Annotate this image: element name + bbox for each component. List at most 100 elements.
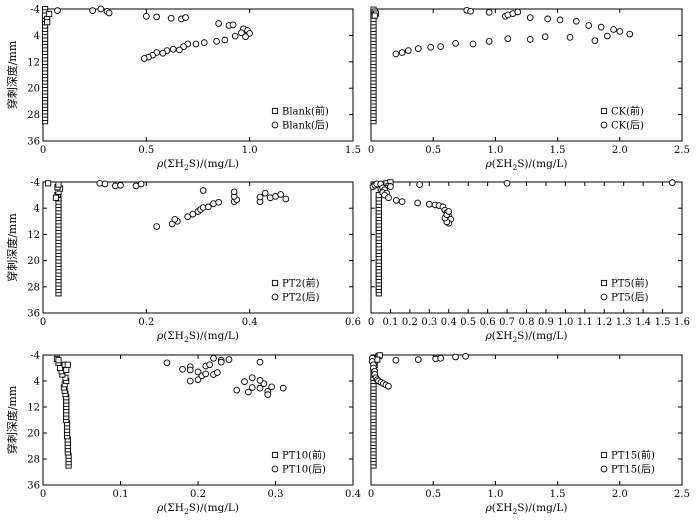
- x-tick-label: 0: [40, 317, 46, 328]
- data-point-circle: [427, 43, 435, 51]
- panel-blank: 0 0.5 1.0 1.5 -4 4 12 20 28 36 穿刺深度/mm ρ(ΣH2S)/(mg/…: [5, 5, 361, 173]
- x-tick-label: 1.0: [487, 145, 503, 156]
- data-point-circle: [277, 191, 285, 198]
- data-point-circle: [437, 43, 445, 50]
- data-point-circle: [153, 223, 161, 230]
- x-tick-label: 0.5: [425, 145, 441, 156]
- data-point-circle: [610, 26, 617, 33]
- y-tick-label: -4: [30, 178, 40, 189]
- x-tick-label: 2.5: [674, 489, 690, 500]
- legend-marker-square: [600, 451, 608, 459]
- data-point-circle: [248, 374, 256, 382]
- x-tick-label: 0.2: [402, 317, 418, 328]
- data-point-square: [55, 181, 62, 188]
- legend-label: CK(后): [611, 120, 644, 132]
- x-tick-label: 1.5: [550, 145, 566, 156]
- data-point-circle: [167, 14, 175, 22]
- y-tick-label: -4: [30, 351, 40, 362]
- x-tick-label: 0.6: [345, 317, 361, 328]
- legend-marker-circle: [271, 293, 279, 301]
- legend-marker-square: [271, 107, 279, 115]
- x-tick-label: 0.5: [425, 489, 441, 500]
- data-point-circle: [591, 37, 599, 45]
- x-tick-label: 0.4: [242, 317, 258, 328]
- x-axis-title: ρ(ΣH2S)/(mg/L): [156, 502, 239, 516]
- legend-label: PT2(后): [282, 292, 320, 304]
- data-point-circle: [398, 49, 406, 56]
- data-point-circle: [256, 384, 264, 392]
- legend: PT5(前) PT5(后): [600, 277, 649, 304]
- data-point-square: [44, 19, 51, 26]
- data-point-circle: [245, 388, 252, 396]
- x-tick-label: 1.0: [242, 145, 258, 156]
- y-axis-title: 穿刺深度/mm: [5, 385, 19, 454]
- y-tick-label: 36: [27, 137, 40, 148]
- x-tick-label: 1.3: [616, 317, 632, 328]
- data-point-circle: [54, 7, 61, 14]
- data-point-circle: [229, 21, 237, 29]
- x-tick-label: 1.0: [487, 489, 503, 500]
- x-tick-label: 0.4: [441, 317, 457, 328]
- data-point-circle: [256, 358, 264, 366]
- legend: PT10(前) PT10(后): [271, 449, 326, 476]
- data-point-circle: [256, 377, 264, 384]
- data-point-square: [64, 361, 71, 368]
- legend-label: PT10(前): [282, 449, 326, 462]
- data-point-circle: [186, 377, 194, 385]
- x-tick-label: 0.7: [499, 317, 515, 328]
- x-axis-title: ρ(ΣH2S)/(mg/L): [156, 158, 239, 172]
- x-tick-label: 0.3: [421, 317, 437, 328]
- data-point-circle: [215, 20, 223, 27]
- legend-label: PT2(前): [282, 277, 320, 290]
- data-point-circle: [414, 356, 422, 363]
- x-tick-label: 1.5: [345, 145, 361, 156]
- x-tick-label: 2.5: [674, 145, 690, 156]
- y-tick-label: 12: [27, 57, 40, 68]
- x-tick-label: 0.5: [460, 317, 476, 328]
- data-point-circle: [398, 198, 406, 206]
- data-point-circle: [241, 378, 248, 386]
- data-point-circle: [171, 215, 179, 223]
- data-point-circle: [425, 200, 433, 208]
- panel-ck: 0 0.5 1.0 1.5 2.0 2.5 ρ(ΣH2S)/(mg/L) CK(前) CK(后): [368, 6, 690, 172]
- data-point-circle: [217, 358, 225, 366]
- data-point-square: [46, 10, 53, 18]
- x-tick-label: 0: [368, 145, 374, 156]
- x-axis-title: ρ(ΣH2S)/(mg/L): [485, 502, 568, 516]
- legend-marker-square: [600, 279, 608, 287]
- data-point-circle: [221, 36, 229, 44]
- data-point-circle: [597, 23, 605, 31]
- data-point-circle: [189, 210, 197, 218]
- data-point-circle: [186, 366, 194, 374]
- x-tick-label: 0.6: [480, 317, 496, 328]
- data-point-circle: [194, 368, 202, 376]
- data-point-circle: [215, 198, 223, 206]
- data-point-circle: [626, 30, 634, 38]
- data-point-circle: [179, 365, 186, 373]
- data-point-circle: [97, 5, 105, 13]
- series-before: [42, 5, 53, 125]
- data-point-circle: [204, 203, 212, 211]
- x-axis-title: ρ(ΣH2S)/(mg/L): [485, 158, 568, 172]
- x-tick-label: 0: [40, 145, 46, 156]
- series-after: [163, 354, 287, 399]
- legend-marker-square: [271, 451, 279, 459]
- x-tick-label: 2.0: [612, 145, 628, 156]
- data-point-circle: [256, 193, 264, 201]
- x-tick-label: 1.6: [674, 317, 690, 328]
- data-point-circle: [392, 50, 400, 58]
- series-before: [53, 355, 72, 469]
- data-point-circle: [485, 37, 493, 45]
- x-axis-title: ρ(ΣH2S)/(mg/L): [156, 330, 239, 344]
- y-tick-label: 36: [27, 309, 40, 320]
- y-tick-label: 12: [27, 403, 40, 414]
- x-tick-label: 0.4: [345, 489, 361, 500]
- data-point-circle: [514, 8, 522, 16]
- y-axis-title: 穿刺深度/mm: [5, 213, 19, 282]
- x-tick-label: 0.5: [138, 145, 154, 156]
- legend: PT15(前) PT15(后): [600, 449, 655, 476]
- data-point-circle: [213, 37, 220, 45]
- data-point-circle: [526, 36, 534, 43]
- data-point-circle: [385, 382, 392, 390]
- data-point-circle: [469, 40, 477, 48]
